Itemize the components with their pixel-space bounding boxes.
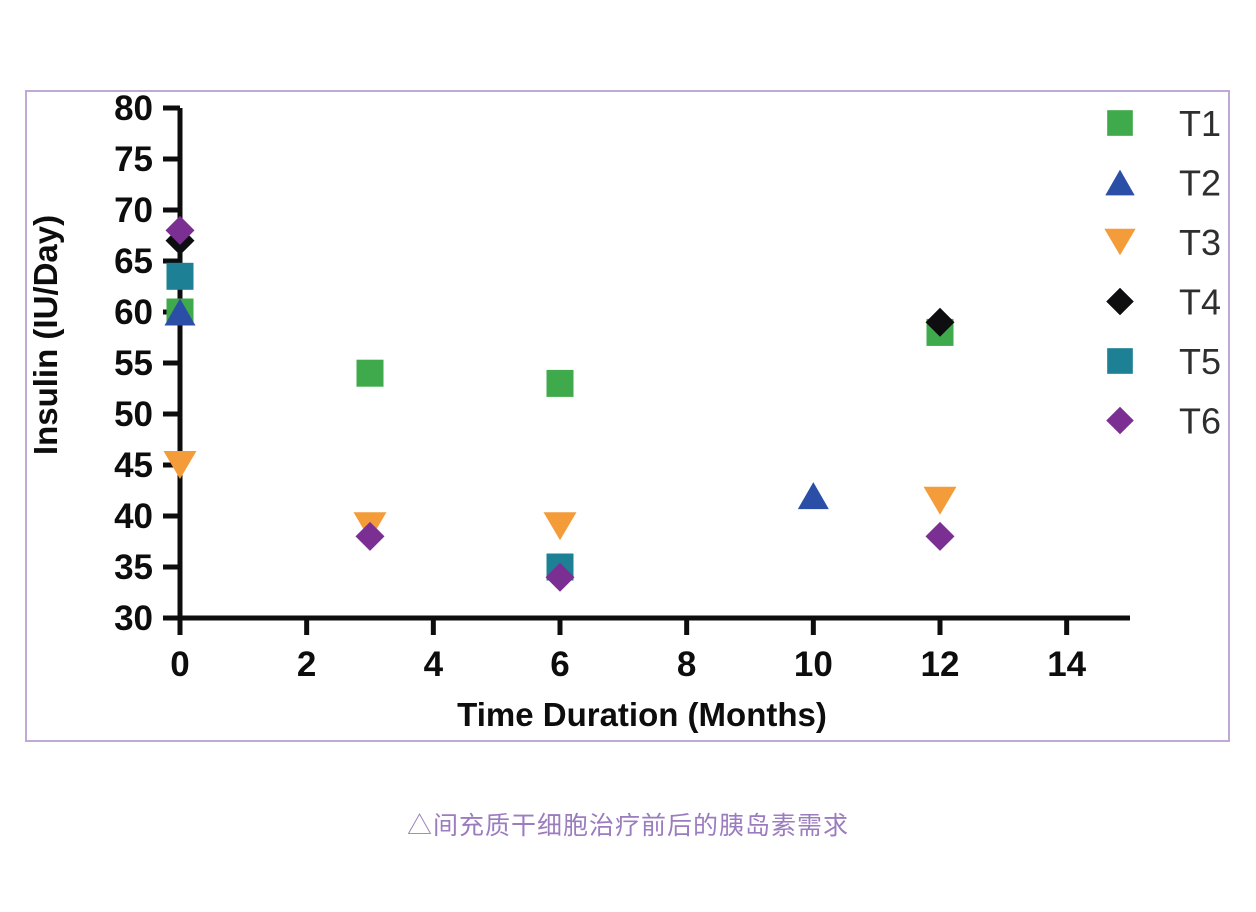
marker-T6-3m [355, 521, 385, 551]
y-tick-label: 80 [114, 92, 153, 128]
x-tick-label: 2 [297, 645, 316, 684]
legend-item-T4: T4 [1106, 282, 1221, 323]
x-axis-title: Time Duration (Months) [457, 696, 827, 733]
legend-item-T1: T1 [1107, 103, 1221, 144]
legend-label-T6: T6 [1179, 401, 1221, 442]
scatter-plot: Time Duration (Months) Insulin (IU/Day) … [27, 92, 1221, 733]
marker-T6-0m [165, 215, 195, 245]
legend-label-T2: T2 [1179, 163, 1221, 204]
y-tick-label: 30 [114, 599, 153, 638]
legend-item-T2: T2 [1105, 163, 1221, 204]
legend-marker-T3 [1104, 228, 1136, 256]
legend-marker-T4 [1106, 287, 1134, 316]
y-tick-label: 40 [114, 497, 153, 536]
x-tick-label: 0 [170, 645, 189, 684]
legend-marker-T5 [1107, 348, 1133, 374]
y-tick-label: 75 [114, 140, 153, 179]
legend-label-T1: T1 [1179, 103, 1221, 144]
y-tick-label: 60 [114, 293, 153, 332]
y-axis-title: Insulin (IU/Day) [27, 215, 64, 455]
legend-label-T5: T5 [1179, 341, 1221, 382]
legend-label-T4: T4 [1179, 282, 1221, 323]
legend-marker-T2 [1105, 169, 1135, 196]
legend-marker-T1 [1107, 110, 1133, 136]
marker-T6-6m [545, 562, 575, 592]
y-tick-label: 55 [114, 344, 153, 383]
y-tick-label: 45 [114, 446, 153, 485]
legend-item-T5: T5 [1107, 341, 1221, 382]
x-tick-label: 8 [677, 645, 696, 684]
x-tick-label: 10 [794, 645, 833, 684]
y-tick-label: 35 [114, 548, 153, 587]
marker-T1-6m [546, 369, 574, 397]
marker-T2-0m [164, 298, 196, 326]
marker-T2-10m [797, 482, 829, 510]
marker-T3-6m [543, 512, 577, 541]
x-tick-label: 4 [424, 645, 444, 684]
marker-T3-0m [163, 451, 197, 479]
marker-T4-12m [925, 307, 955, 337]
figure-caption: △间充质干细胞治疗前后的胰岛素需求 [406, 812, 849, 840]
legend-item-T6: T6 [1106, 401, 1221, 442]
marker-T3-12m [923, 486, 957, 515]
y-tick-label: 70 [114, 191, 153, 230]
x-tick-label: 12 [921, 645, 960, 684]
chart-panel: Time Duration (Months) Insulin (IU/Day) … [25, 90, 1230, 742]
marker-T1-3m [356, 359, 384, 387]
legend-item-T3: T3 [1104, 222, 1221, 263]
marker-T6-12m [925, 521, 955, 551]
legend-marker-T6 [1106, 406, 1134, 435]
x-tick-label: 14 [1047, 645, 1086, 684]
legend-label-T3: T3 [1179, 222, 1221, 263]
y-tick-label: 65 [114, 242, 153, 281]
marker-T5-0m [166, 262, 194, 290]
x-tick-label: 6 [550, 645, 569, 684]
y-tick-label: 50 [114, 395, 153, 434]
